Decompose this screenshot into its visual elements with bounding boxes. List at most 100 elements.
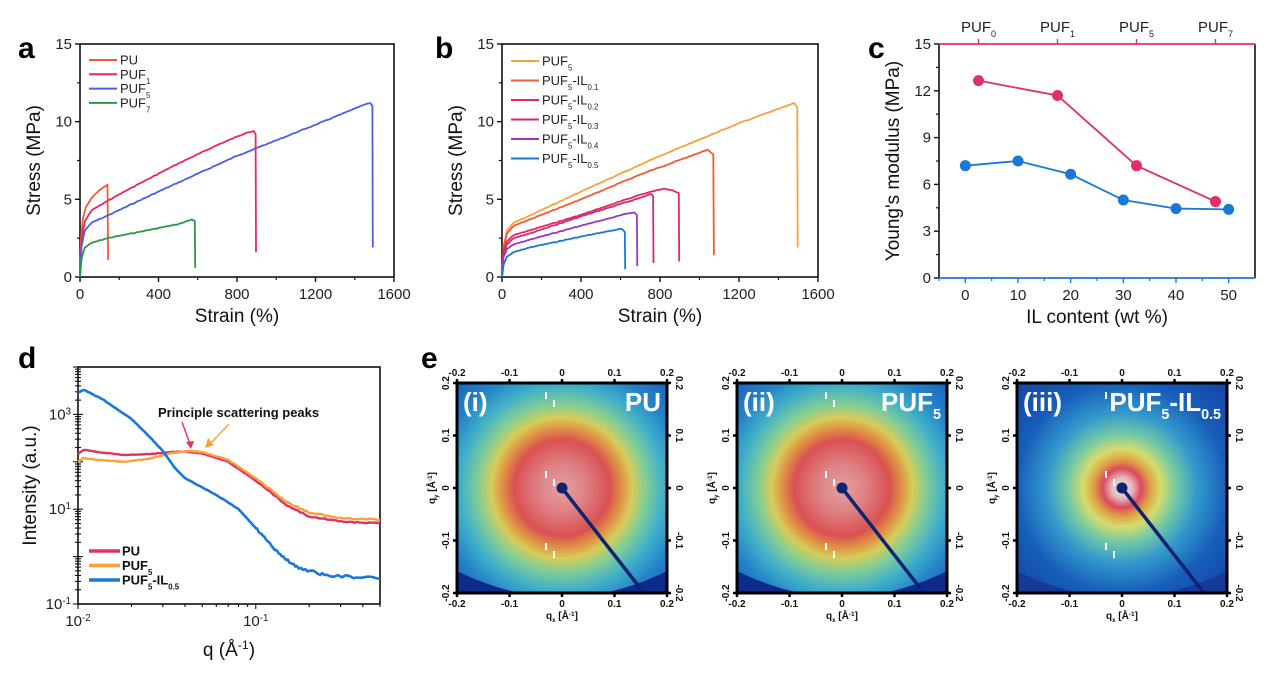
data-point (1223, 203, 1235, 215)
tick-base: 10 (65, 613, 82, 630)
right-tick-label: 0 (673, 485, 684, 491)
data-point (973, 75, 984, 87)
legend-label: PUF7 (120, 95, 150, 114)
series-line (501, 211, 639, 278)
image-tag-label: (i) (463, 387, 488, 417)
tick-base: 10 (49, 406, 66, 423)
panel-label-c: c (868, 32, 885, 65)
detector-shadow (1017, 571, 1227, 593)
y-tick-label: 10-1 (46, 596, 71, 614)
image-sample-label: PUF5 (881, 387, 941, 423)
legend-label: PUF5-IL0.4 (542, 132, 599, 151)
right-tick-label: -0.1 (953, 532, 964, 550)
series-line (79, 130, 257, 278)
sub: y (994, 494, 1000, 498)
title-main: PUF (881, 387, 933, 417)
legend-label: PUF5 (122, 558, 153, 577)
top-tick-label: -0.2 (448, 368, 466, 379)
y-tick-label: 10 (55, 114, 72, 131)
exp: -1 (707, 475, 714, 481)
right-tick-label: 0.1 (953, 429, 964, 443)
left-tick-label: 0 (721, 485, 732, 491)
series-line (77, 449, 381, 522)
q: q (826, 611, 832, 622)
top-tick-label: 0 (1119, 368, 1125, 379)
x-tick-label: 50 (1220, 287, 1237, 304)
right-tick-label: 0.2 (953, 376, 964, 390)
detector-gap-mark (545, 471, 547, 478)
detector-gap-mark (545, 543, 547, 550)
xlabel-main: q (Å (203, 640, 238, 661)
unit: [Å (835, 609, 848, 622)
right-tick-label: 0 (1233, 485, 1244, 491)
detector-gap-mark (545, 392, 547, 399)
tick-exp: 1 (66, 501, 71, 512)
bottom-tick-label: 0 (839, 599, 845, 610)
series-line (79, 183, 109, 278)
x-tick-label: 1200 (722, 286, 755, 303)
label-main: PUF (542, 151, 568, 166)
label-il: -IL (572, 151, 587, 166)
x-tick-label: 1600 (377, 286, 410, 303)
top-label-sub: 7 (1228, 29, 1233, 39)
beamstop-arm (1120, 486, 1206, 593)
unit: [Å (425, 481, 438, 494)
series-line (501, 148, 715, 278)
detector-gap-mark (1105, 543, 1107, 550)
y-axis-title: Stress (MPa) (24, 105, 45, 216)
left-tick-label: 0.1 (441, 428, 452, 442)
unit: [Å (985, 481, 998, 494)
xlabel-exp: -1 (238, 638, 249, 652)
left-tick-label: 0.2 (441, 376, 452, 390)
detector-gap-mark (825, 543, 827, 550)
legend-label: PU (122, 544, 140, 559)
title-sub: 5 (1161, 407, 1169, 423)
close: ] (855, 611, 858, 622)
label-main: PUF (122, 558, 148, 573)
detector-gap-mark (833, 551, 835, 558)
top-axis-label: PUF5 (1119, 19, 1154, 39)
left-tick-label: -0.2 (441, 584, 452, 602)
detector-gap-mark (553, 479, 555, 486)
top-label-sub: 5 (1149, 29, 1154, 39)
label-sub: 5 (568, 83, 573, 92)
detector-gap-mark (1105, 471, 1107, 478)
image-sample-label: PUF5-IL0.5 (1109, 387, 1221, 423)
y-tick-label: 0 (64, 269, 72, 286)
top-label-sub: 1 (1070, 29, 1075, 39)
y-tick-label: 15 (914, 36, 931, 53)
image-tag-label: (iii) (1023, 387, 1062, 417)
plot-frame (77, 366, 381, 605)
sub: x (1112, 618, 1116, 624)
x-axis-title: qx [Å-1] (546, 609, 578, 624)
x-tick-label: 0 (498, 286, 506, 303)
left-tick-label: -0.1 (721, 531, 732, 549)
bottom-tick-label: -0.2 (1008, 599, 1026, 610)
x-tick-label: 10-1 (243, 613, 268, 631)
top-axis-label: PUF0 (961, 19, 996, 39)
left-tick-label: -0.2 (721, 584, 732, 602)
label-sub: 5 (148, 568, 153, 577)
title-sub: 5 (933, 407, 941, 423)
series-line (77, 388, 381, 581)
y-axis-title: qy [Å-1] (425, 472, 440, 504)
label-il-sub: 0.1 (588, 83, 599, 92)
label-main: PUF (542, 112, 568, 127)
x-axis-title: qx [Å-1] (1106, 609, 1138, 624)
close: ] (575, 611, 578, 622)
panel-label-e: e (421, 342, 438, 375)
bottom-tick-label: 0 (559, 599, 565, 610)
left-tick-label: 0.2 (721, 376, 732, 390)
label-il-sub: 0.4 (588, 141, 600, 150)
x-axis-title: IL content (wt %) (1026, 307, 1168, 328)
series-line (501, 227, 627, 278)
annotation-label: Principle scattering peaks (158, 405, 319, 420)
y-axis-title: Stress (MPa) (446, 105, 467, 216)
label-main: PUF (542, 93, 568, 108)
top-axis-label: PUF1 (1040, 19, 1075, 39)
detector-gap-mark (833, 400, 835, 407)
sub: x (552, 618, 556, 624)
